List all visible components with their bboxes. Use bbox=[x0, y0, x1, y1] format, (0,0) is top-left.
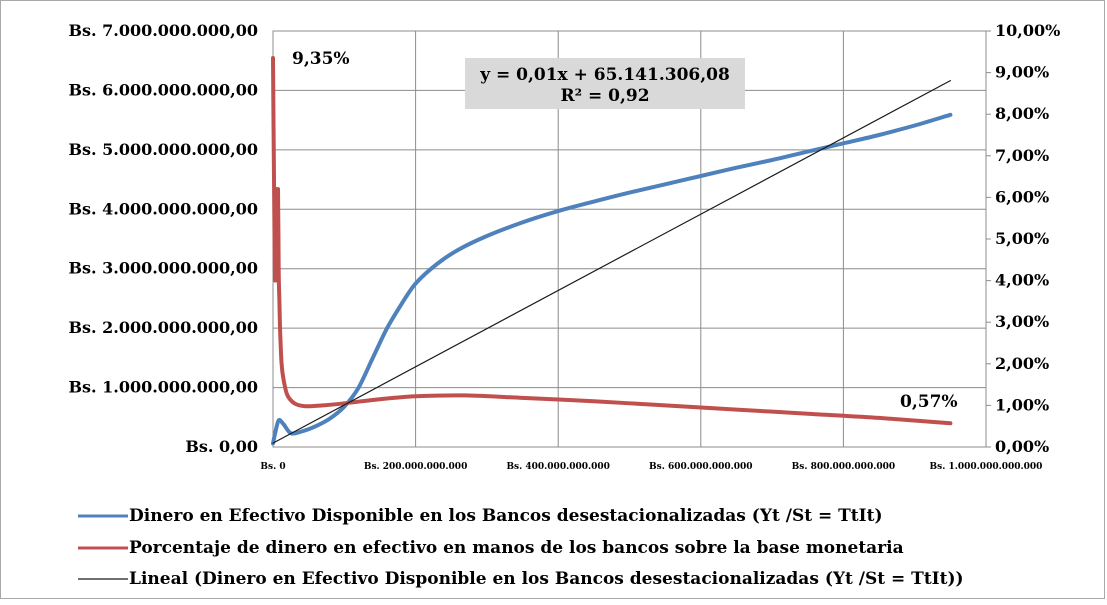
max-value-label: 9,35% bbox=[292, 49, 350, 69]
y-left-tick-label: Bs. 2.000.000.000,00 bbox=[68, 318, 258, 337]
y-right-tick-label: 8,00% bbox=[995, 104, 1049, 123]
y-right-tick-label: 1,00% bbox=[995, 395, 1049, 414]
x-axis: Bs. 0 Bs. 200.000.000.000 Bs. 400.000.000.… bbox=[260, 462, 1042, 472]
equation-text: y = 0,01x + 65.141.306,08 bbox=[479, 65, 730, 85]
y-right-tick-label: 0,00% bbox=[995, 437, 1049, 456]
y-right-tick-label: 7,00% bbox=[995, 146, 1049, 165]
x-tick-label: Bs. 0 bbox=[260, 462, 285, 472]
y-axis-left: Bs. 7.000.000.000,00 Bs. 6.000.000.000,00… bbox=[68, 21, 258, 456]
y-left-tick-label: Bs. 3.000.000.000,00 bbox=[68, 259, 258, 278]
y-right-tick-label: 10,00% bbox=[995, 21, 1060, 40]
min-value-label: 0,57% bbox=[900, 392, 958, 412]
y-left-tick-label: Bs. 1.000.000.000,00 bbox=[68, 378, 258, 397]
r-squared-text: R² = 0,92 bbox=[560, 86, 649, 106]
y-left-tick-label: Bs. 4.000.000.000,00 bbox=[68, 199, 258, 218]
legend-label-blue: Dinero en Efectivo Disponible en los Ban… bbox=[129, 506, 883, 526]
x-tick-label: Bs. 600.000.000.000 bbox=[649, 462, 753, 472]
y-left-tick-label: Bs. 5.000.000.000,00 bbox=[68, 140, 258, 159]
legend-label-black: Lineal (Dinero en Efectivo Disponible en… bbox=[129, 569, 964, 589]
series-line-linear-trend bbox=[273, 81, 950, 444]
x-tick-label: Bs. 1.000.000.000.000 bbox=[930, 462, 1043, 472]
y-left-tick-label: Bs. 7.000.000.000,00 bbox=[68, 21, 258, 40]
series-line-cash-available bbox=[273, 115, 950, 444]
y-right-tick-label: 9,00% bbox=[995, 63, 1049, 82]
y-right-tick-label: 5,00% bbox=[995, 229, 1049, 248]
legend: Dinero en Efectivo Disponible en los Ban… bbox=[78, 506, 964, 589]
y-right-tick-label: 3,00% bbox=[995, 312, 1049, 331]
y-right-tick-label: 4,00% bbox=[995, 271, 1049, 290]
x-tick-label: Bs. 200.000.000.000 bbox=[364, 462, 468, 472]
x-tick-label: Bs. 800.000.000.000 bbox=[792, 462, 896, 472]
y-right-tick-label: 2,00% bbox=[995, 354, 1049, 373]
y-left-tick-label: Bs. 6.000.000.000,00 bbox=[68, 80, 258, 99]
series-lines bbox=[273, 58, 950, 443]
y-axis-right: 10,00% 9,00% 8,00% 7,00% 6,00% 5,00% 4,00% 3,00… bbox=[986, 21, 1060, 456]
series-line-cash-percentage bbox=[273, 58, 950, 423]
y-left-tick-label: Bs. 0,00 bbox=[185, 437, 258, 456]
y-right-tick-label: 6,00% bbox=[995, 187, 1049, 206]
x-tick-label: Bs. 400.000.000.000 bbox=[506, 462, 610, 472]
legend-label-red: Porcentaje de dinero en efectivo en mano… bbox=[129, 538, 904, 558]
